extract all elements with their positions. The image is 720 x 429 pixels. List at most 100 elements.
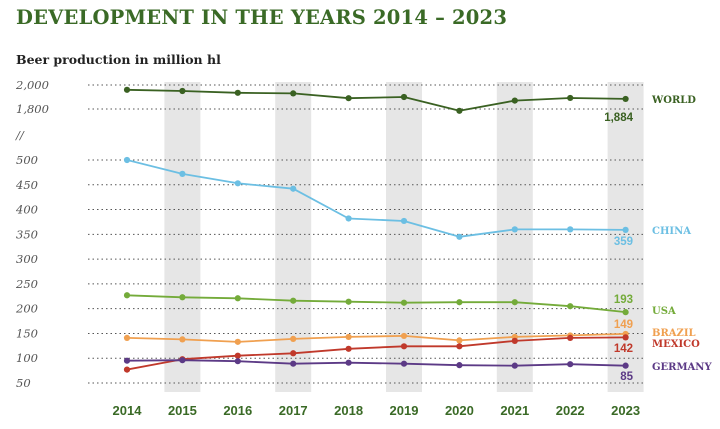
data-point: [622, 95, 629, 103]
data-point: [511, 337, 518, 344]
data-point: [290, 90, 297, 97]
y-tick-label: 50: [16, 376, 31, 390]
x-tick-label: 2014: [113, 403, 143, 418]
data-point: [400, 93, 408, 101]
data-point: [567, 94, 574, 102]
series-line: [126, 336, 626, 371]
data-point: [400, 332, 408, 340]
data-point: [400, 360, 408, 367]
data-point: [234, 89, 241, 96]
series-line: [126, 88, 626, 112]
end-value-label: 1,884: [604, 112, 633, 124]
y-tick-label: 150: [16, 326, 38, 340]
end-value-label: 193: [614, 294, 633, 306]
x-tick-label: 2023: [611, 403, 640, 418]
y-axis-break: //: [15, 128, 25, 142]
chart-title: DEVELOPMENT IN THE YEARS 2014 – 2023: [16, 6, 508, 29]
data-point: [622, 362, 629, 369]
data-point: [511, 299, 518, 306]
data-point: [511, 362, 518, 369]
data-point: [456, 362, 463, 369]
data-point: [400, 217, 408, 225]
y-tick-label: 500: [16, 153, 38, 167]
legend-label: BRAZIL: [652, 328, 696, 339]
x-tick-label: 2018: [334, 403, 363, 418]
data-point: [123, 86, 131, 93]
y-tick-label: 300: [16, 252, 38, 266]
year-band: [164, 82, 201, 392]
data-point: [179, 294, 186, 301]
data-point: [400, 299, 408, 306]
data-point: [567, 303, 574, 310]
year-band: [496, 82, 533, 392]
data-point: [179, 87, 186, 95]
series-line: [126, 333, 626, 343]
x-tick-label: 2017: [279, 403, 308, 418]
data-point: [345, 359, 352, 366]
y-tick-label: 250: [15, 277, 38, 291]
data-point: [456, 299, 463, 306]
data-point: [567, 361, 574, 368]
year-band: [386, 82, 422, 392]
data-point: [456, 233, 463, 240]
data-point: [345, 333, 352, 341]
data-point: [400, 343, 408, 350]
data-point: [234, 180, 241, 187]
data-point: [290, 297, 297, 304]
data-point: [290, 185, 297, 192]
x-tick-label: 2019: [390, 403, 419, 418]
data-point: [511, 226, 518, 233]
data-point: [622, 334, 629, 341]
data-point: [234, 295, 241, 302]
data-point: [345, 298, 352, 305]
data-point: [456, 343, 463, 350]
y-tick-label: 100: [16, 351, 38, 365]
y-axis-label: Beer production in million hl: [16, 52, 221, 67]
legend-label: GERMANY: [652, 362, 712, 373]
data-point: [123, 357, 131, 364]
legend-label: WORLD: [651, 95, 696, 106]
end-value-label: 359: [614, 236, 633, 248]
data-point: [179, 357, 186, 364]
data-point: [179, 336, 186, 343]
legend-label: MEXICO: [652, 339, 700, 350]
data-point: [345, 95, 352, 102]
data-point: [622, 226, 629, 233]
data-point: [179, 170, 186, 177]
data-point: [123, 292, 131, 299]
x-tick-label: 2022: [556, 403, 585, 418]
series-line: [126, 294, 626, 313]
data-point: [234, 338, 241, 345]
y-tick-label: 400: [15, 203, 38, 217]
y-tick-label: 2,000: [15, 78, 49, 92]
x-tick-label: 2021: [500, 403, 529, 418]
data-point: [345, 215, 352, 222]
y-tick-label: 1,800: [16, 102, 49, 116]
end-value-label: 149: [614, 319, 633, 331]
data-point: [511, 97, 518, 104]
data-point: [234, 352, 241, 359]
data-point: [123, 156, 131, 164]
data-point: [622, 309, 629, 316]
x-tick-label: 2020: [445, 403, 474, 418]
data-point: [567, 226, 574, 233]
data-point: [234, 358, 241, 365]
x-tick-label: 2016: [223, 403, 252, 418]
data-point: [345, 345, 352, 352]
legend-label: CHINA: [652, 226, 691, 237]
legend-label: USA: [652, 306, 676, 317]
y-tick-label: 350: [16, 227, 38, 241]
data-point: [456, 107, 463, 114]
data-point: [290, 350, 297, 357]
end-value-label: 142: [614, 343, 633, 355]
data-point: [123, 366, 131, 373]
data-point: [290, 360, 297, 367]
x-tick-label: 2015: [168, 403, 197, 418]
series-line: [126, 159, 626, 238]
end-value-label: 85: [620, 371, 633, 383]
year-band: [275, 82, 312, 392]
y-tick-label: 200: [15, 302, 38, 316]
data-point: [290, 335, 297, 342]
y-tick-label: 450: [15, 178, 38, 192]
